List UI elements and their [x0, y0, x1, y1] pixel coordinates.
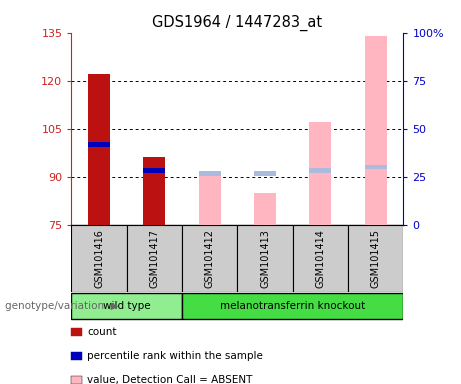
- Text: GSM101417: GSM101417: [149, 229, 160, 288]
- Text: GSM101416: GSM101416: [94, 229, 104, 288]
- Text: value, Detection Call = ABSENT: value, Detection Call = ABSENT: [87, 375, 253, 384]
- Bar: [182, 293, 403, 319]
- Text: wild type: wild type: [103, 301, 151, 311]
- Bar: [365, 165, 387, 169]
- Text: GSM101415: GSM101415: [371, 229, 381, 288]
- Bar: [199, 171, 221, 176]
- Bar: [237, 225, 293, 292]
- Bar: [293, 225, 348, 292]
- Bar: [143, 157, 165, 225]
- Text: GSM101414: GSM101414: [315, 229, 325, 288]
- Bar: [309, 122, 331, 225]
- Text: GSM101412: GSM101412: [205, 229, 215, 288]
- Text: genotype/variation  ▶: genotype/variation ▶: [5, 301, 118, 311]
- Title: GDS1964 / 1447283_at: GDS1964 / 1447283_at: [152, 15, 323, 31]
- Bar: [71, 225, 127, 292]
- Bar: [182, 225, 237, 292]
- Bar: [254, 171, 276, 176]
- Text: GSM101413: GSM101413: [260, 229, 270, 288]
- Bar: [254, 193, 276, 225]
- Bar: [71, 293, 182, 319]
- Text: percentile rank within the sample: percentile rank within the sample: [87, 351, 263, 361]
- Bar: [143, 168, 165, 173]
- Bar: [348, 225, 403, 292]
- Text: count: count: [87, 327, 117, 337]
- Bar: [199, 174, 221, 225]
- Text: melanotransferrin knockout: melanotransferrin knockout: [220, 301, 366, 311]
- Bar: [88, 142, 110, 147]
- Bar: [309, 168, 331, 173]
- Bar: [88, 74, 110, 225]
- Bar: [365, 36, 387, 225]
- Bar: [127, 225, 182, 292]
